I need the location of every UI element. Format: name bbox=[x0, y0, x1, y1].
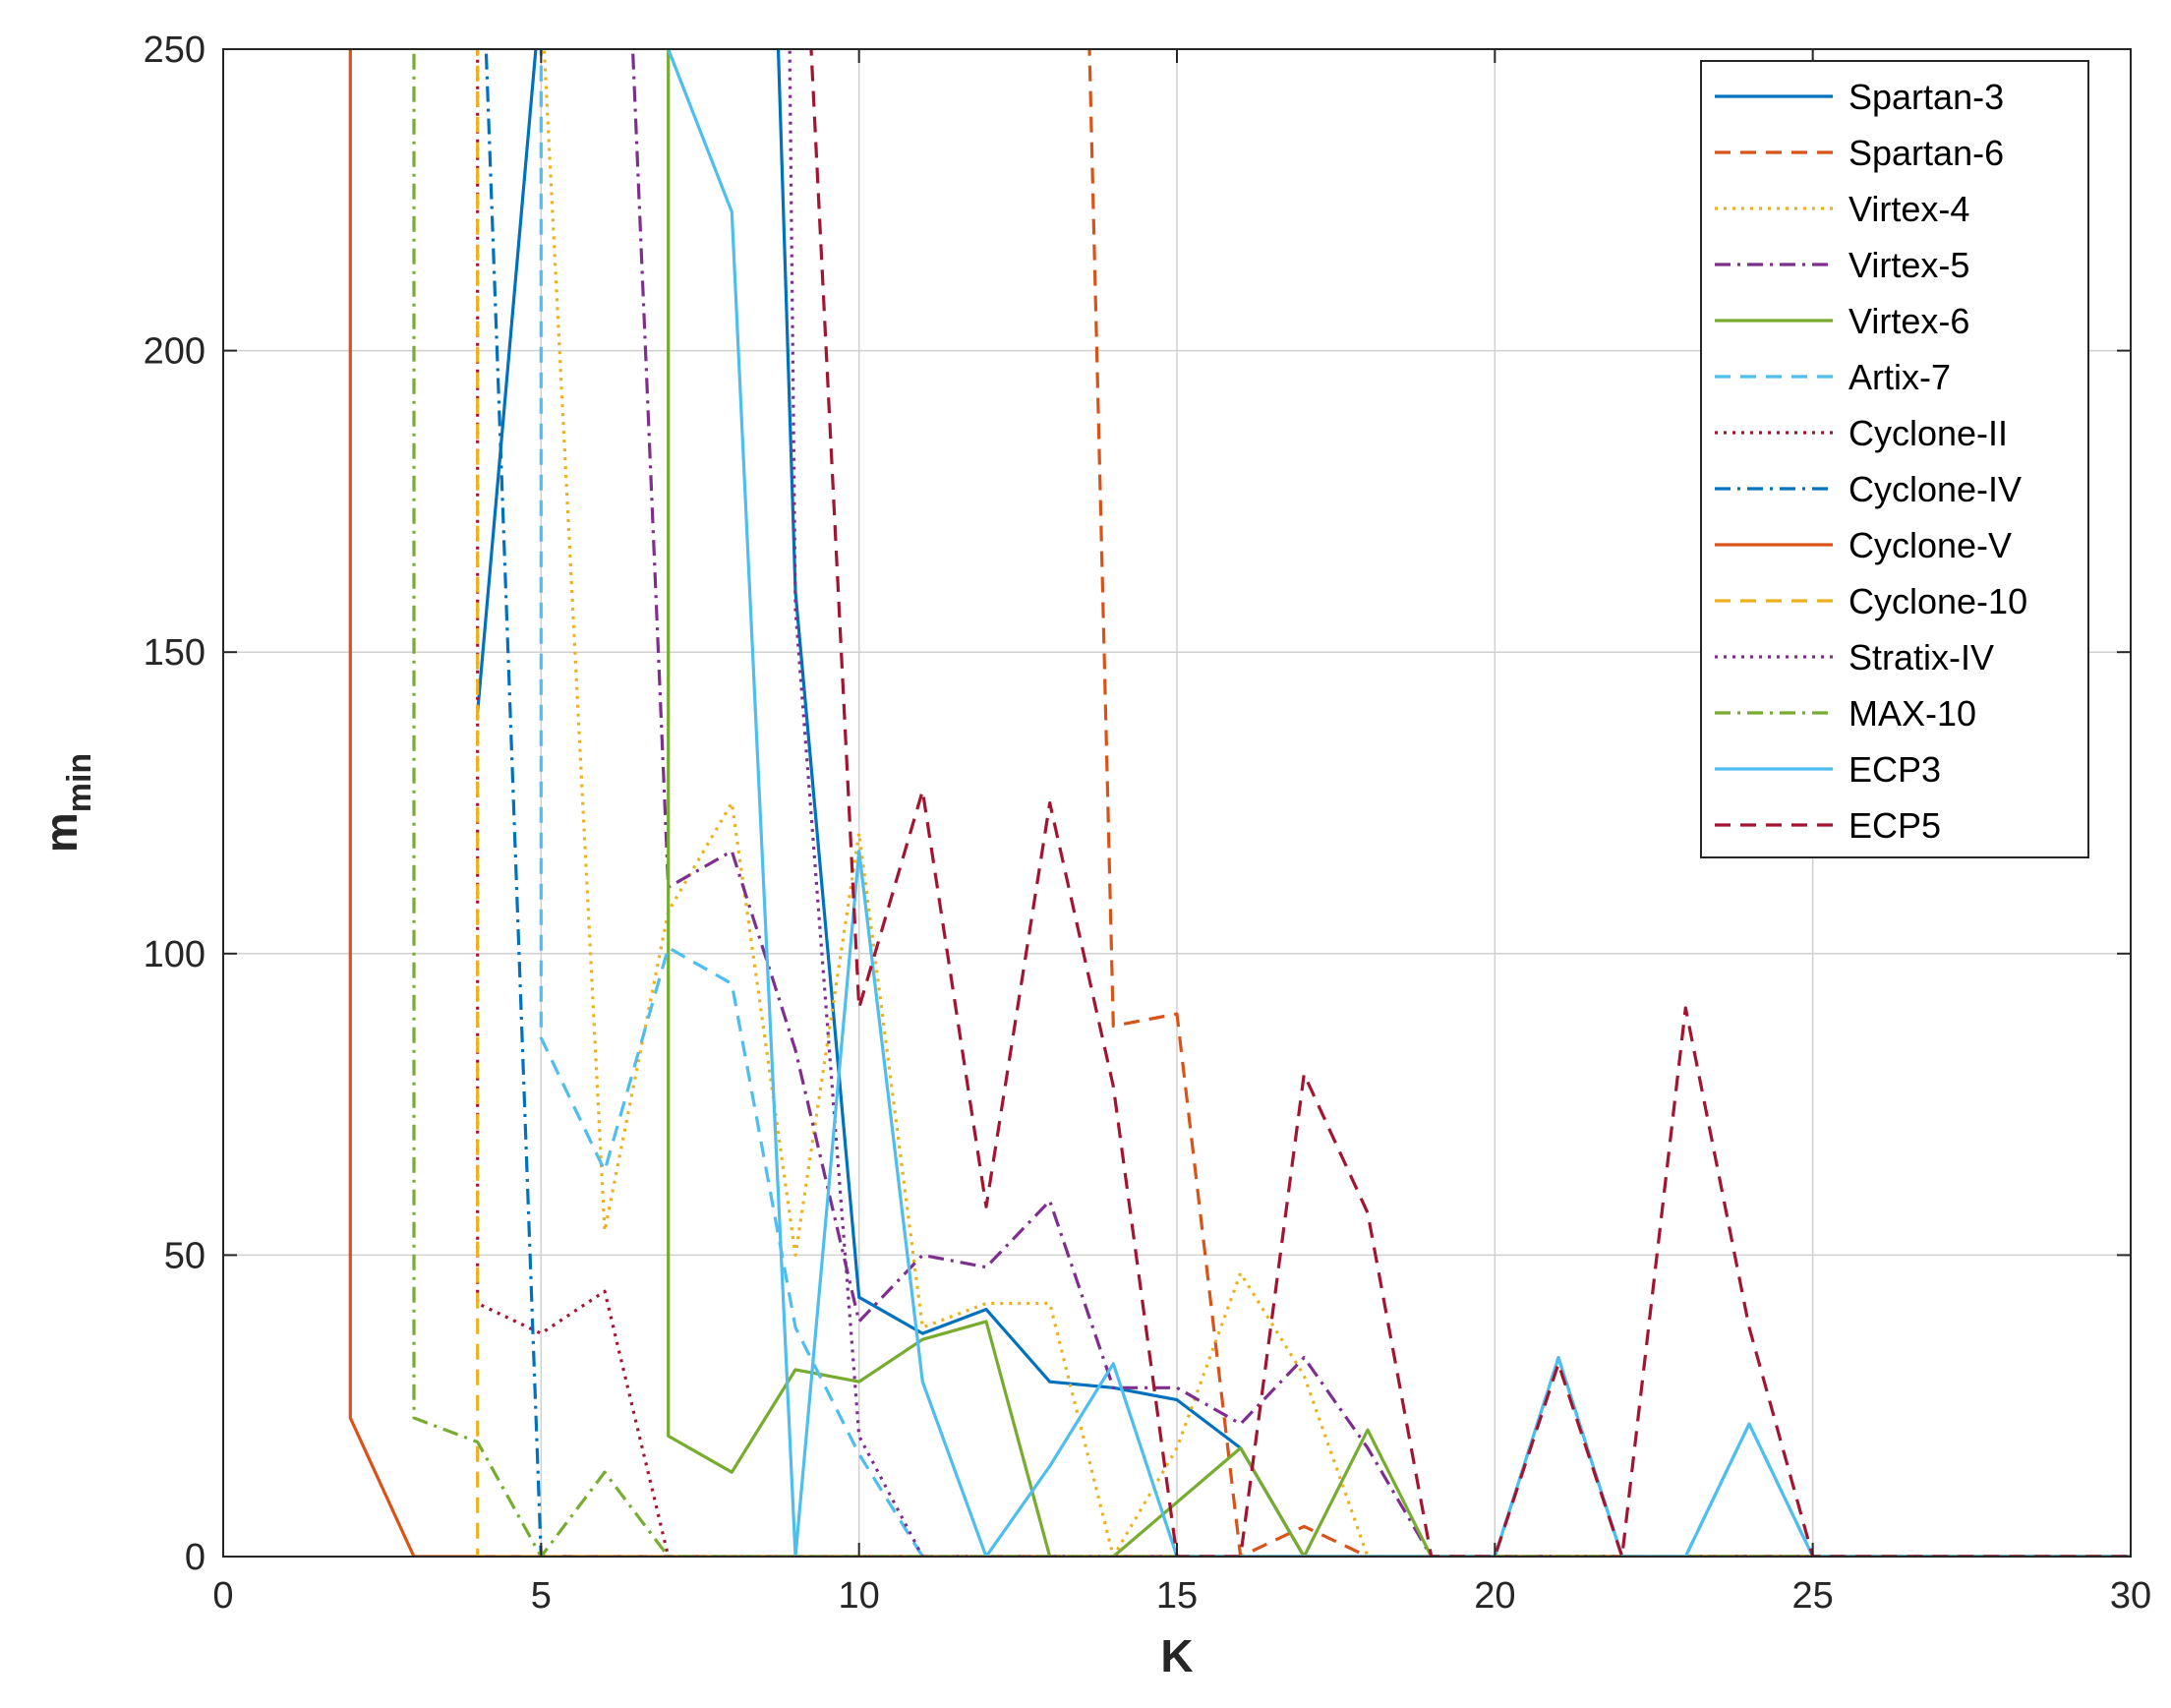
y-axis-label-main: m bbox=[35, 812, 87, 853]
series-line-virtex-5 bbox=[630, 49, 2131, 1557]
series-line-virtex-4 bbox=[542, 49, 2131, 1557]
x-tick-label: 0 bbox=[212, 1575, 233, 1617]
series-line-spartan-3 bbox=[476, 49, 2131, 1557]
legend-label: Virtex-6 bbox=[1848, 301, 1969, 341]
legend-label: Virtex-5 bbox=[1848, 245, 1969, 285]
legend-label: Artix-7 bbox=[1848, 357, 1951, 397]
legend-label: Cyclone-V bbox=[1848, 525, 2012, 565]
legend-label: Virtex-4 bbox=[1848, 189, 1969, 229]
x-tick-label: 10 bbox=[839, 1575, 880, 1617]
legend: Spartan-3 Spartan-6 Virtex-4 Virtex-5 Virtex… bbox=[1700, 60, 2089, 858]
x-tick-label: 25 bbox=[1792, 1575, 1834, 1617]
x-tick-label: 20 bbox=[1474, 1575, 1515, 1617]
series-line-virtex-6 bbox=[667, 49, 2131, 1557]
y-tick-label: 200 bbox=[144, 331, 205, 373]
x-tick-label: 30 bbox=[2110, 1575, 2151, 1617]
legend-label: Stratix-IV bbox=[1848, 637, 1994, 677]
y-axis: 0 50 100 150 200 250 bbox=[144, 29, 2131, 1578]
x-tick-label: 15 bbox=[1156, 1575, 1198, 1617]
y-axis-label: mmin bbox=[35, 753, 98, 853]
x-axis-label: K bbox=[1160, 1630, 1193, 1681]
series-layer bbox=[348, 49, 2131, 1557]
legend-label: Cyclone-IV bbox=[1848, 469, 2022, 509]
legend-label: Spartan-6 bbox=[1848, 133, 2004, 173]
legend-label: Spartan-3 bbox=[1848, 77, 2004, 117]
y-tick-label: 150 bbox=[144, 632, 205, 674]
legend-label: Cyclone-10 bbox=[1848, 581, 2027, 621]
legend-label: ECP5 bbox=[1848, 805, 1941, 846]
x-tick-label: 5 bbox=[531, 1575, 552, 1617]
series-line-artix-7 bbox=[539, 49, 2131, 1557]
y-tick-label: 250 bbox=[144, 29, 205, 71]
y-tick-label: 0 bbox=[185, 1537, 205, 1578]
legend-label: MAX-10 bbox=[1848, 693, 1976, 734]
legend-box bbox=[1700, 60, 2089, 858]
y-tick-label: 50 bbox=[164, 1235, 205, 1276]
series-line-ecp5 bbox=[809, 49, 2131, 1557]
x-axis: 0 5 10 15 20 25 30 bbox=[212, 49, 2151, 1617]
y-axis-label-subscript: min bbox=[61, 753, 98, 812]
series-line-ecp3 bbox=[667, 49, 2131, 1557]
legend-label: ECP3 bbox=[1848, 749, 1941, 790]
legend-label: Cyclone-II bbox=[1848, 413, 2008, 453]
y-tick-label: 100 bbox=[144, 934, 205, 975]
